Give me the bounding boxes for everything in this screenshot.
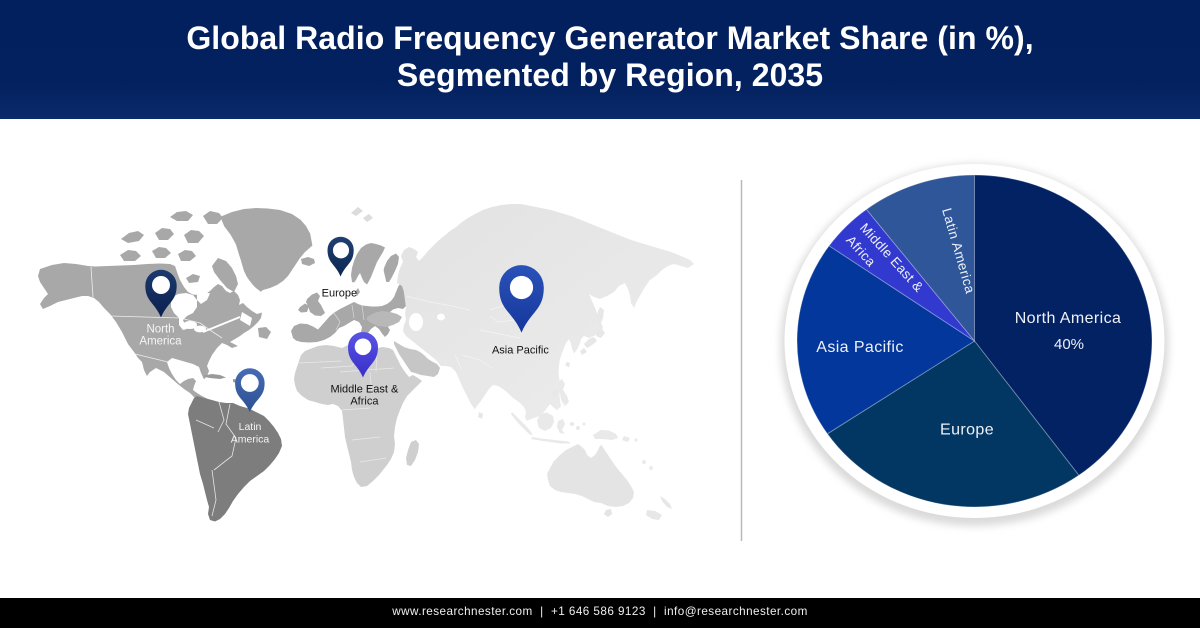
svg-text:Asia Pacific: Asia Pacific — [816, 339, 904, 356]
svg-text:Asia Pacific: Asia Pacific — [492, 345, 549, 357]
svg-text:Europe: Europe — [322, 288, 357, 300]
svg-text:Europe: Europe — [940, 422, 994, 439]
svg-text:40%: 40% — [1054, 336, 1084, 353]
svg-text:Middle East &: Middle East & — [330, 384, 399, 396]
svg-text:America: America — [231, 434, 270, 446]
svg-text:America: America — [139, 336, 182, 348]
svg-text:Latin: Latin — [239, 421, 262, 433]
svg-text:North: North — [146, 324, 174, 336]
svg-text:North America: North America — [1015, 310, 1122, 327]
svg-text:Africa: Africa — [350, 396, 379, 408]
